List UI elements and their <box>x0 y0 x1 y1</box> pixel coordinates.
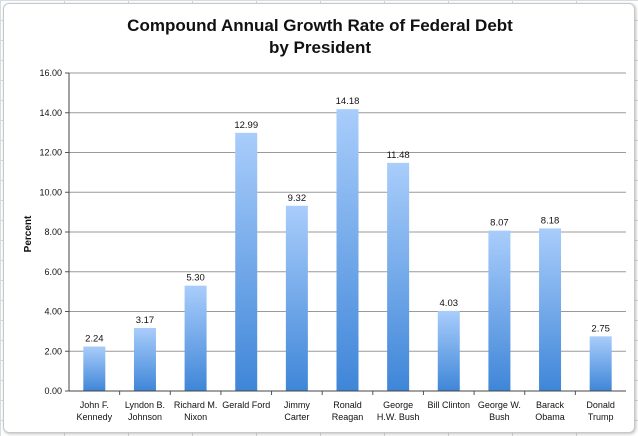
data-label: 5.30 <box>186 273 205 284</box>
y-tick-labels: 0.00 2.00 4.00 6.00 8.00 10.00 12.00 14.00 16.00 <box>39 68 62 396</box>
data-label: 2.24 <box>85 333 104 344</box>
x-category-label: George W. <box>478 400 521 410</box>
data-label: 14.18 <box>336 96 360 107</box>
x-category-label: George <box>383 400 413 410</box>
bar <box>235 132 258 392</box>
data-label: 2.75 <box>591 323 610 334</box>
y-axis-label: Percent <box>23 215 34 252</box>
y-tick-label: 12.00 <box>39 148 62 158</box>
x-category-label: Donald <box>586 400 615 410</box>
x-category-label: Bill Clinton <box>428 400 471 410</box>
y-tick-label: 0.00 <box>44 386 62 396</box>
x-category-label: Gerald Ford <box>222 400 270 410</box>
x-category-label: Barack <box>536 400 565 410</box>
data-label: 8.18 <box>541 215 560 226</box>
bar <box>539 228 562 391</box>
x-category-label: John F. <box>80 400 109 410</box>
chart-title-line-2: by President <box>269 38 371 57</box>
bar <box>83 346 106 391</box>
y-tick-label: 6.00 <box>44 267 62 277</box>
x-category-label: Ronald <box>333 400 362 410</box>
data-label: 8.07 <box>490 218 509 229</box>
y-tick-label: 14.00 <box>39 108 62 118</box>
y-tick-label: 10.00 <box>39 187 62 197</box>
x-category-label: Johnson <box>128 412 162 422</box>
data-label: 12.99 <box>234 120 258 131</box>
bar <box>437 310 460 391</box>
y-tick-label: 8.00 <box>44 227 62 237</box>
x-category-label: Richard M. <box>174 400 218 410</box>
x-category-label: Kennedy <box>77 412 113 422</box>
x-category-label: Bush <box>489 412 510 422</box>
x-category-label: H.W. Bush <box>377 412 420 422</box>
x-category-label: Lyndon B. <box>125 400 165 410</box>
bar <box>336 109 359 392</box>
y-tick-label: 16.00 <box>39 68 62 78</box>
x-category-label: Jimmy <box>284 400 310 410</box>
data-label: 9.32 <box>288 193 307 204</box>
data-label: 4.03 <box>440 298 459 309</box>
x-category-label: Obama <box>535 412 565 422</box>
bar <box>589 336 612 391</box>
bar-chart: Compound Annual Growth Rate of Federal D… <box>23 16 626 422</box>
bars <box>83 109 612 392</box>
bar <box>285 205 308 391</box>
data-label: 3.17 <box>136 315 155 326</box>
x-category-label: Nixon <box>184 412 207 422</box>
x-category-label: Carter <box>284 412 309 422</box>
x-category-label: Trump <box>588 412 614 422</box>
x-category-label: Reagan <box>332 412 364 422</box>
chart-title-line-1: Compound Annual Growth Rate of Federal D… <box>127 16 513 35</box>
chart-container[interactable]: Compound Annual Growth Rate of Federal D… <box>3 3 635 433</box>
data-labels: 2.24 3.17 5.30 12.99 9.32 14.18 11.48 4.03 8.07 8… <box>85 96 610 344</box>
y-tick-label: 2.00 <box>44 346 62 356</box>
bar <box>133 327 156 391</box>
bar <box>184 285 207 391</box>
bar <box>387 162 410 391</box>
bar <box>488 230 511 391</box>
x-category-labels: John F. Kennedy Lyndon B. Johnson Richard M.… <box>77 400 615 422</box>
data-label: 11.48 <box>387 150 410 161</box>
y-tick-label: 4.00 <box>44 307 62 317</box>
